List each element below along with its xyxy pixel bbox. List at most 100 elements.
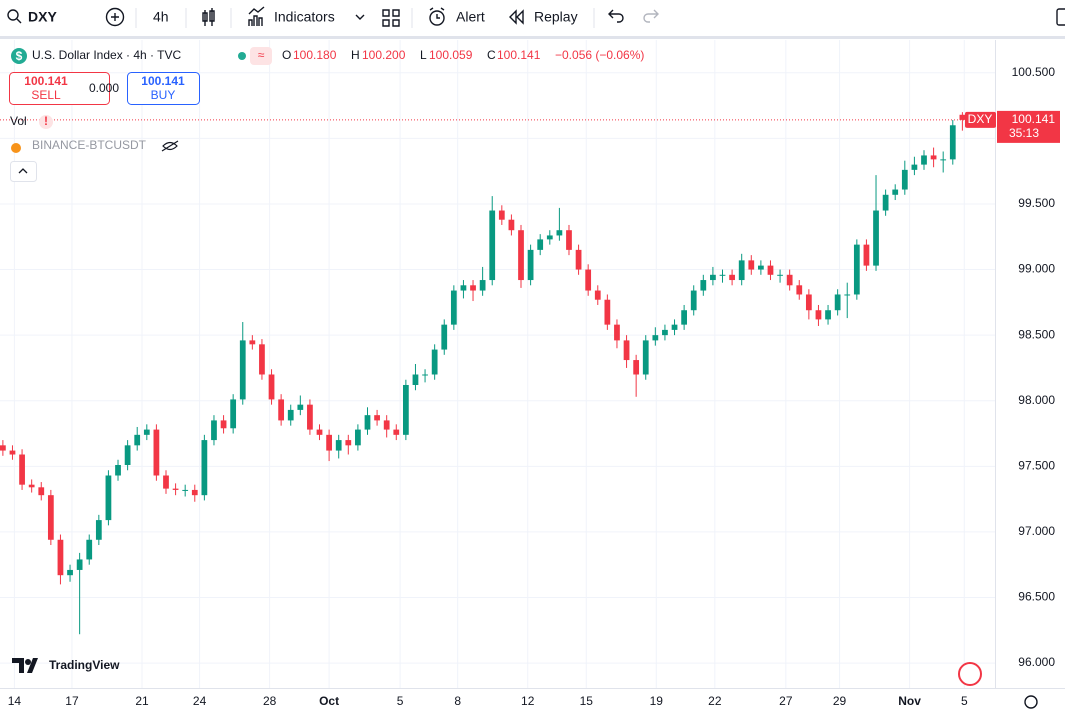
chart-type[interactable] [202, 8, 215, 26]
candle-body [259, 344, 265, 375]
redo[interactable] [643, 9, 659, 23]
candle-body [604, 299, 611, 325]
candle-body [143, 429, 150, 435]
candle-body [124, 445, 131, 466]
btc-icon [11, 143, 21, 153]
chart-title: U.S. Dollar Index · 4h · TVC [32, 48, 181, 62]
candle-body [566, 230, 572, 250]
watermark-text: TradingView [49, 658, 120, 672]
candle-body [422, 374, 428, 376]
candle-body [748, 260, 755, 270]
buy-price: 100.141 [141, 74, 185, 88]
candle-body [489, 210, 496, 281]
alert-button[interactable]: Alert [456, 9, 485, 25]
x-tick-label: 17 [65, 694, 79, 708]
y-tick-label: 97.000 [1018, 524, 1055, 538]
x-tick-label: 5 [397, 694, 404, 708]
candle-body [326, 434, 332, 451]
last-price-box [997, 110, 1060, 143]
interval[interactable]: 4h [153, 9, 169, 25]
candle-body [268, 374, 275, 400]
candle-body [767, 265, 774, 275]
x-tick-label: 19 [650, 694, 664, 708]
ohlc-value: 100.200 [362, 48, 406, 62]
layout-icon[interactable] [382, 9, 400, 27]
ohlc-value: 100.059 [429, 48, 473, 62]
y-tick-label: 98.000 [1018, 393, 1055, 407]
y-tick-label: 99.500 [1018, 196, 1055, 210]
candle-body [201, 440, 208, 496]
candle-body [690, 290, 697, 311]
indicator-name[interactable]: Vol [10, 114, 27, 128]
candle-body [47, 495, 54, 540]
news-badge[interactable] [958, 662, 982, 686]
x-tick-label: 8 [454, 694, 461, 708]
x-tick-label: Oct [319, 694, 339, 708]
undo[interactable] [608, 9, 624, 23]
warning-icon: ! [44, 114, 48, 128]
candle-body [873, 210, 879, 266]
replay-button[interactable]: Replay [534, 9, 578, 25]
add-symbol[interactable] [105, 7, 125, 27]
candle-body [105, 475, 112, 521]
x-tick-label: 29 [833, 694, 847, 708]
panel-toggle[interactable] [1056, 8, 1065, 26]
indicators-icon [248, 6, 265, 26]
candle-body [710, 274, 716, 281]
sell-button[interactable] [9, 72, 110, 105]
candle-body [844, 294, 851, 296]
x-tick-label: 27 [779, 694, 793, 708]
symbol-tag-text: DXY [968, 112, 993, 126]
candle-body [163, 475, 169, 489]
candle-body [585, 269, 592, 291]
candle-body [76, 559, 83, 570]
candle-body [134, 434, 141, 446]
plot: 96.000 96.500 97.000 97.500 98.000 98.500 99.0… [0, 40, 1065, 708]
candle-body [892, 189, 899, 195]
search-icon[interactable] [7, 9, 19, 21]
candle-body [556, 230, 563, 236]
symbol[interactable]: DXY [28, 9, 57, 25]
buy-label: BUY [151, 88, 176, 102]
candle-body [738, 260, 745, 281]
x-tick-label: 28 [263, 694, 277, 708]
templates-chevron[interactable] [355, 14, 365, 20]
ohlc-label: C [487, 48, 496, 62]
collapse-button[interactable] [10, 161, 37, 182]
watermark: TradingView [12, 658, 120, 673]
candle-body [508, 219, 515, 231]
ohlc-label: L [420, 48, 427, 62]
candle-body [930, 155, 937, 160]
candle-body [335, 440, 342, 451]
candle-body [278, 399, 285, 421]
settings-icon[interactable] [1024, 695, 1038, 709]
indicators-button[interactable]: Indicators [274, 9, 335, 25]
candle-body [479, 280, 486, 291]
add-symbol-icon [111, 13, 119, 21]
candle-body [815, 310, 822, 320]
buy-button[interactable] [127, 72, 200, 105]
x-tick-label: 24 [193, 694, 207, 708]
candle-body [498, 210, 505, 220]
ohlc-label: H [351, 48, 360, 62]
y-tick-label: 100.500 [1012, 65, 1056, 79]
candle-body [546, 235, 553, 240]
x-tick-label: 15 [580, 694, 594, 708]
candle-body [863, 244, 870, 266]
y-tick-label: 98.500 [1018, 327, 1055, 341]
candle-body [450, 290, 457, 325]
candle-body [316, 429, 323, 435]
candle-body [67, 569, 73, 576]
candle-body [575, 249, 582, 270]
warning-badge[interactable] [39, 115, 53, 129]
candle-body [374, 415, 380, 421]
candle-body [172, 488, 179, 490]
candle-body [345, 440, 352, 446]
candle-body [153, 429, 160, 476]
candle-body [38, 487, 45, 496]
candle-body [86, 539, 93, 560]
indicator-name[interactable]: BINANCE-BTCUSDT [32, 138, 147, 152]
ohlc-label: O [282, 48, 291, 62]
hidden-icon[interactable] [161, 140, 179, 152]
replay-icon [509, 9, 524, 25]
